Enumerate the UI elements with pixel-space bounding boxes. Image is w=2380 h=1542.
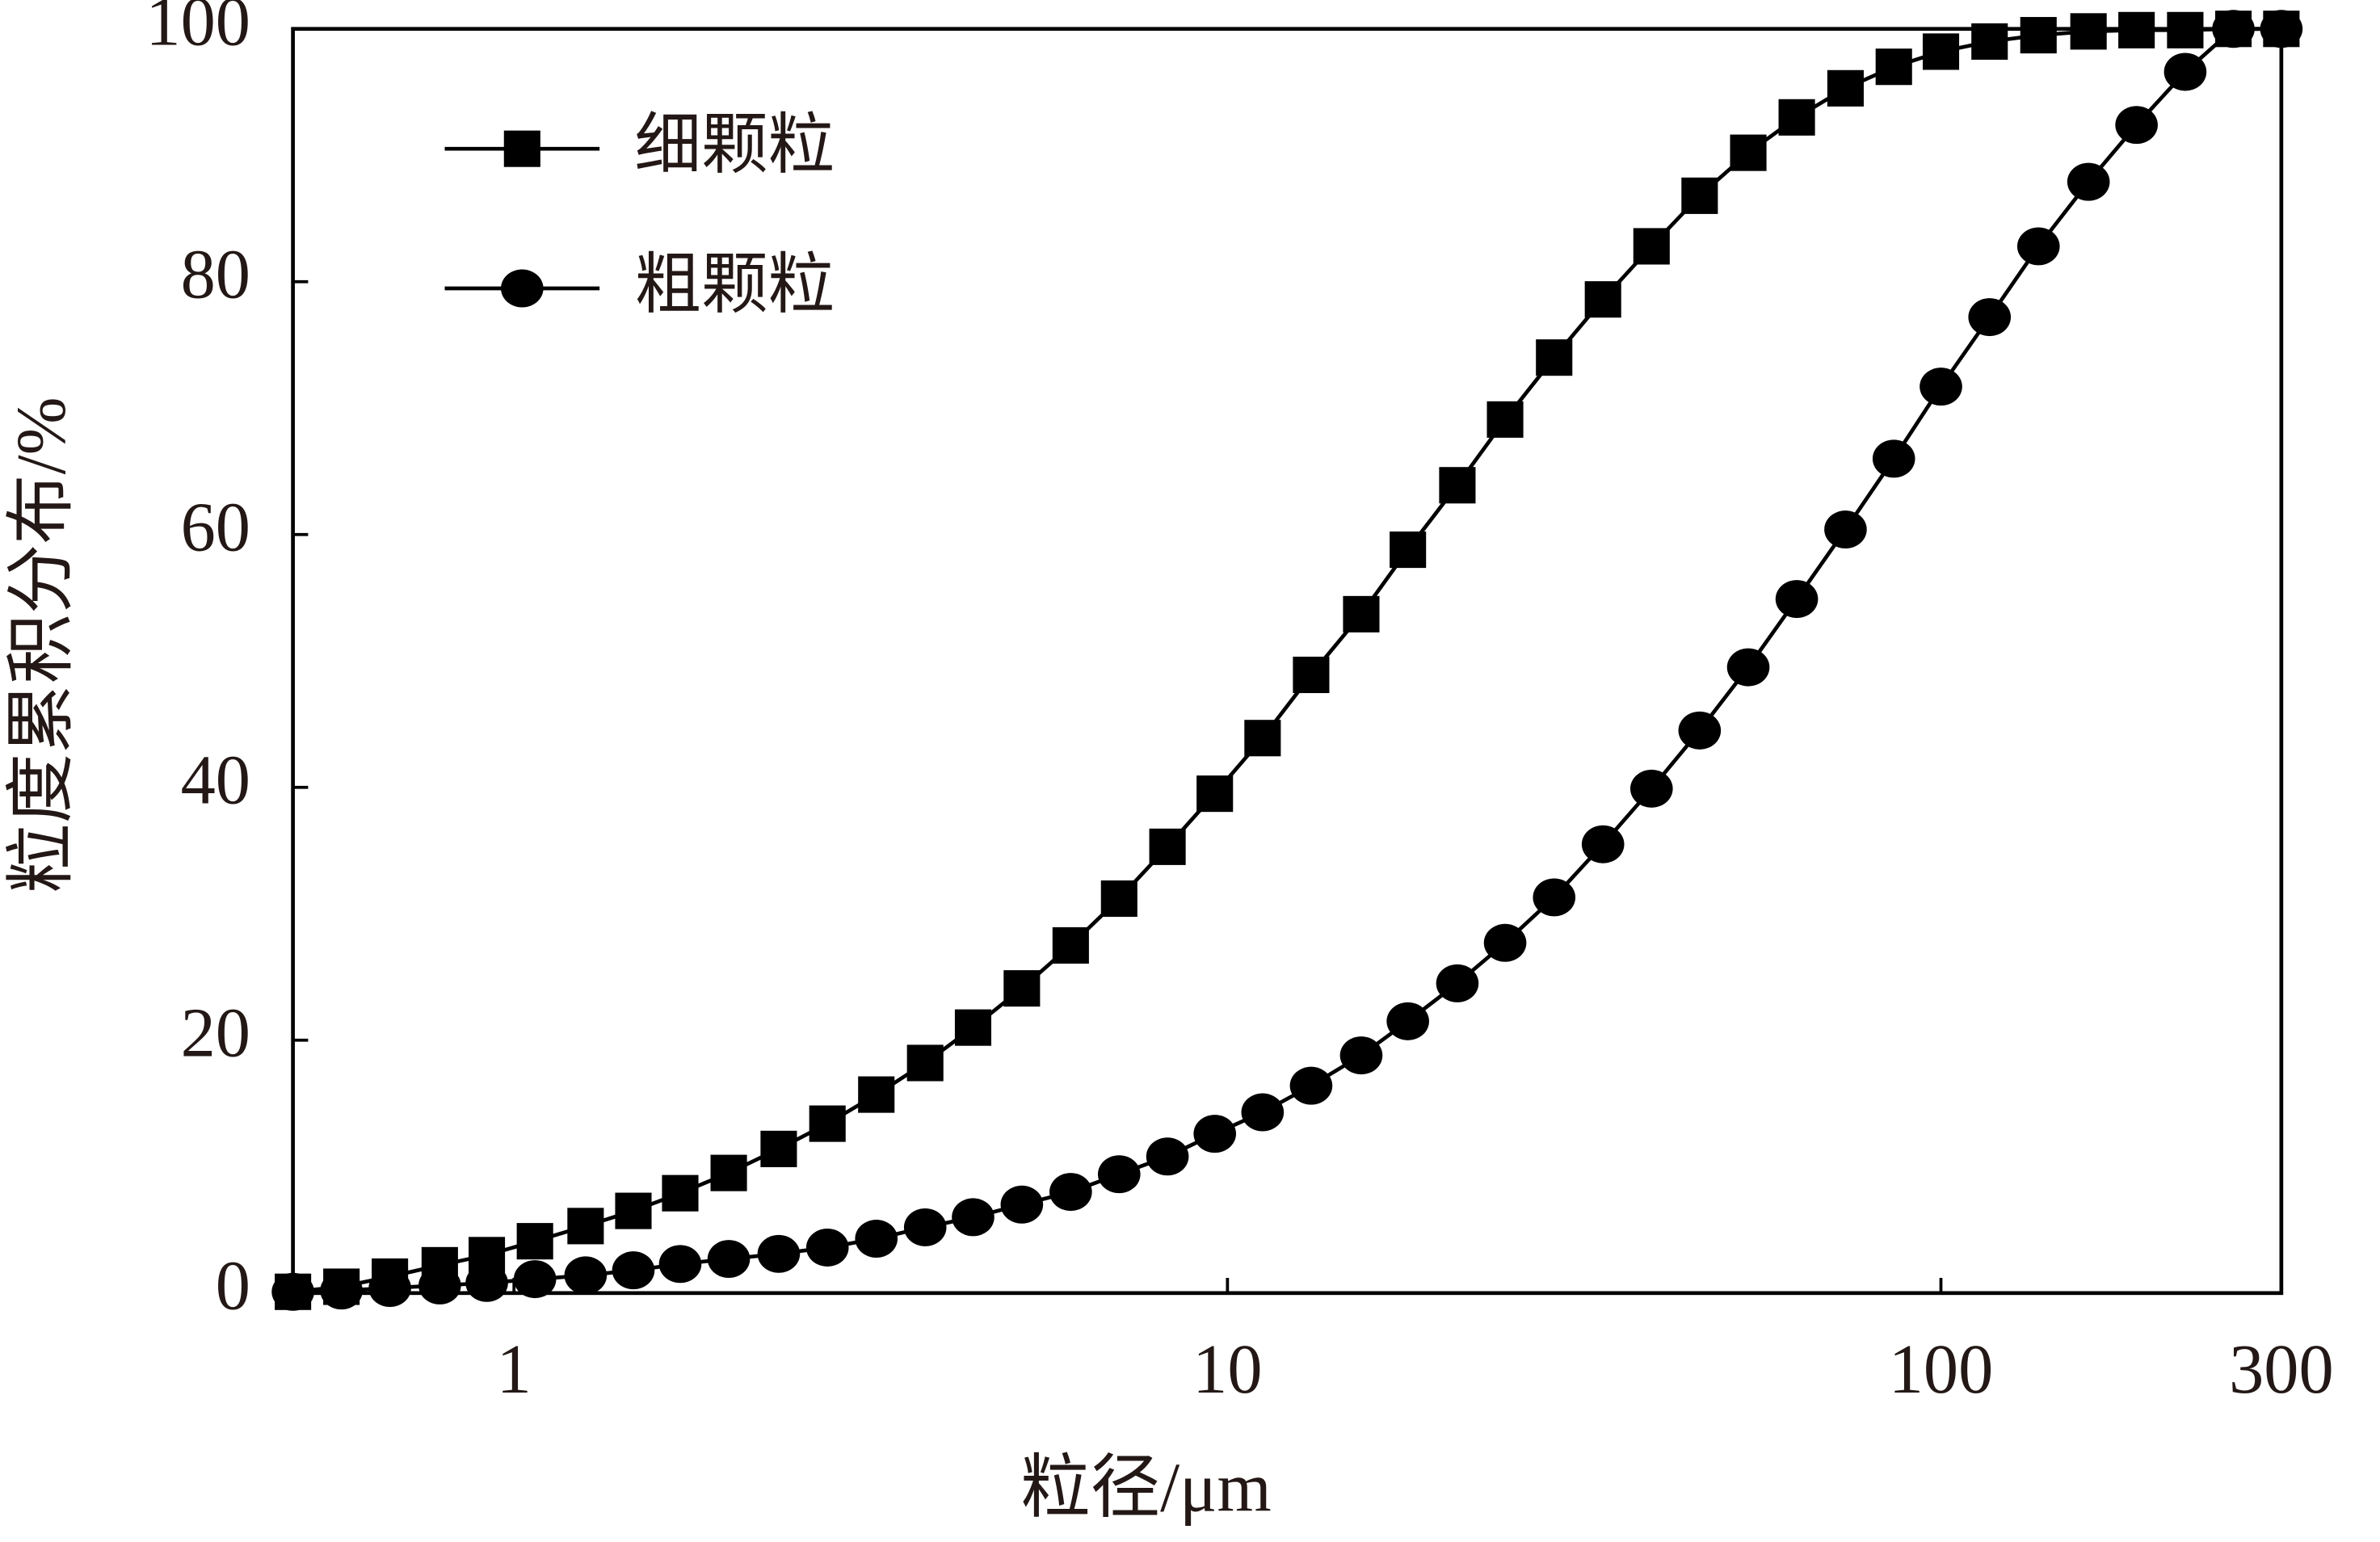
marker	[1827, 69, 1864, 107]
y-tick-label: 40	[181, 742, 250, 819]
marker	[1922, 33, 1960, 70]
marker	[2067, 162, 2110, 201]
marker	[903, 1208, 947, 1246]
marker	[662, 1174, 699, 1212]
marker	[1052, 926, 1089, 964]
marker	[1049, 1173, 1092, 1212]
y-tick-label: 0	[216, 1247, 250, 1325]
marker	[1920, 368, 1962, 406]
marker	[2070, 13, 2107, 50]
marker	[1730, 134, 1767, 171]
marker	[1536, 339, 1573, 376]
marker	[858, 1076, 895, 1113]
marker	[1339, 1036, 1383, 1075]
marker	[2167, 11, 2204, 48]
marker	[906, 1044, 944, 1082]
legend-marker	[503, 130, 540, 167]
marker	[952, 1198, 994, 1237]
marker	[1968, 298, 2012, 337]
series-line	[292, 27, 2281, 1294]
marker	[1726, 648, 1770, 687]
marker	[1533, 878, 1576, 917]
marker	[320, 1271, 363, 1310]
marker	[2163, 53, 2207, 91]
marker	[1000, 1185, 1044, 1224]
marker	[707, 1240, 751, 1279]
series-line	[292, 27, 2281, 1294]
marker	[1875, 48, 1912, 86]
y-tick-label: 100	[145, 0, 250, 61]
x-tick-label: 100	[1889, 1330, 1994, 1408]
marker	[760, 1130, 797, 1167]
marker	[1633, 228, 1670, 265]
legend-marker	[501, 269, 544, 308]
marker	[1436, 964, 1479, 1002]
marker	[1483, 923, 1527, 962]
marker	[1097, 1155, 1141, 1194]
marker	[1872, 439, 1915, 478]
marker	[516, 1223, 553, 1260]
marker	[710, 1154, 747, 1191]
marker	[2212, 10, 2255, 48]
marker	[1681, 177, 1718, 214]
marker	[1584, 281, 1621, 318]
marker	[1775, 580, 1819, 619]
marker	[1678, 711, 1722, 750]
x-tick-label: 10	[1192, 1330, 1262, 1408]
marker	[809, 1105, 846, 1142]
x-tick-label: 300	[2229, 1330, 2334, 1408]
marker	[2118, 11, 2155, 48]
x-axis-label: 粒径/μm	[1020, 1449, 1271, 1527]
marker	[757, 1234, 801, 1273]
legend-label: 粗颗粒	[634, 247, 835, 321]
marker	[1293, 656, 1330, 694]
legend-label: 细颗粒	[634, 107, 835, 182]
marker	[1100, 880, 1137, 918]
plot-frame	[291, 27, 2284, 1296]
marker	[1343, 595, 1380, 632]
marker	[1390, 532, 1427, 569]
marker	[855, 1220, 898, 1258]
marker	[2115, 106, 2158, 145]
marker	[1824, 510, 1867, 549]
marker	[1196, 775, 1234, 813]
marker	[368, 1269, 411, 1308]
marker	[1003, 970, 1041, 1007]
marker	[418, 1266, 461, 1305]
marker	[954, 1009, 992, 1046]
marker	[2016, 227, 2060, 266]
marker	[1241, 1093, 1285, 1132]
marker	[2020, 17, 2057, 54]
marker	[1971, 23, 2008, 60]
marker	[1289, 1066, 1333, 1105]
marker	[1581, 825, 1625, 863]
marker	[1486, 401, 1524, 438]
marker	[805, 1228, 849, 1267]
y-tick-label: 80	[181, 236, 250, 313]
marker	[1244, 720, 1281, 757]
y-axis-label: 粒度累积分布/%	[2, 397, 80, 893]
marker	[612, 1251, 655, 1290]
marker	[513, 1260, 557, 1299]
marker	[1629, 769, 1673, 808]
marker	[658, 1245, 702, 1284]
marker	[1149, 828, 1186, 865]
marker	[271, 1272, 314, 1311]
marker	[567, 1208, 604, 1245]
y-tick-label: 60	[181, 489, 250, 566]
marker	[1193, 1115, 1237, 1153]
marker	[1146, 1137, 1189, 1176]
marker	[1386, 1002, 1429, 1040]
marker	[2260, 10, 2303, 48]
y-tick-label: 20	[181, 994, 250, 1072]
marker	[1778, 99, 1815, 136]
marker	[1439, 467, 1476, 504]
marker	[564, 1256, 608, 1295]
x-tick-label: 1	[497, 1330, 532, 1408]
marker	[465, 1263, 508, 1302]
marker	[615, 1192, 652, 1229]
